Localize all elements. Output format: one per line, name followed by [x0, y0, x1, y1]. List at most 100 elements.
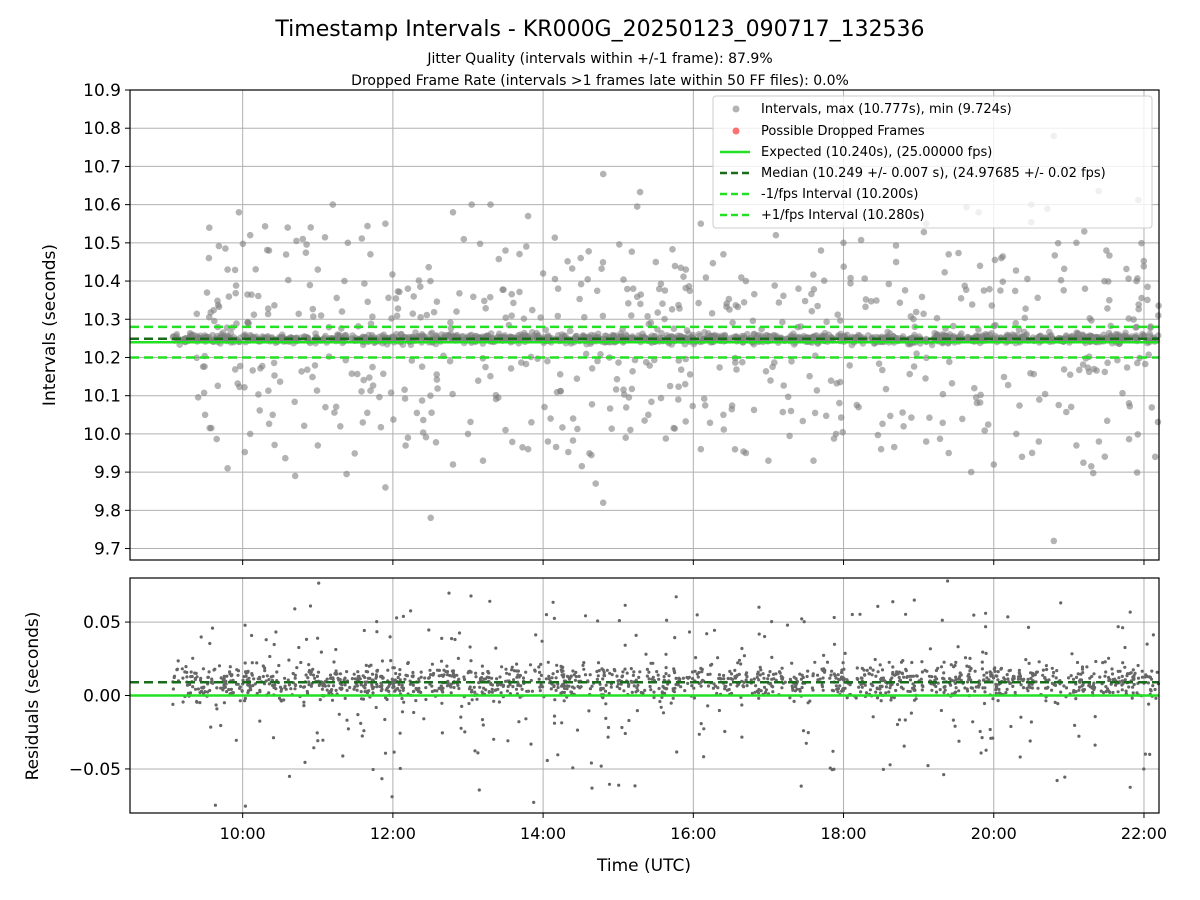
- residual-point: [400, 683, 404, 687]
- residual-point: [763, 634, 767, 639]
- residual-point: [1054, 676, 1058, 680]
- residual-point: [617, 619, 622, 623]
- residual-point: [875, 687, 879, 691]
- residual-point: [534, 633, 538, 637]
- interval-outlier-point: [1133, 277, 1140, 285]
- residual-point: [692, 686, 696, 690]
- residual-point: [215, 707, 219, 711]
- residual-point: [767, 673, 771, 678]
- residual-point: [359, 697, 364, 701]
- residual-point: [1130, 696, 1134, 700]
- interval-point: [456, 290, 463, 297]
- interval-point: [410, 293, 418, 300]
- residual-point: [661, 684, 665, 689]
- residual-point: [487, 690, 491, 694]
- residual-point: [641, 691, 645, 695]
- residual-point: [726, 676, 730, 681]
- interval-point: [599, 259, 607, 266]
- residual-point: [638, 670, 642, 674]
- residual-point: [971, 720, 975, 724]
- interval-outlier-point: [367, 251, 374, 258]
- residual-point: [1012, 677, 1016, 681]
- residual-point: [1080, 684, 1084, 688]
- interval-point: [271, 372, 278, 379]
- interval-point: [641, 417, 648, 424]
- residual-point: [445, 670, 450, 674]
- residual-point: [616, 682, 621, 686]
- residual-point: [524, 717, 528, 721]
- residual-point: [602, 673, 606, 678]
- residual-point: [1026, 677, 1030, 682]
- residual-point: [350, 677, 354, 681]
- interval-point: [780, 292, 787, 300]
- interval-point: [896, 299, 904, 307]
- interval-point: [738, 274, 745, 281]
- residual-point: [1135, 691, 1139, 695]
- residual-point: [429, 673, 433, 677]
- residual-point: [843, 651, 847, 656]
- residual-point: [813, 660, 817, 664]
- residual-point: [636, 688, 640, 693]
- residual-point: [881, 676, 886, 680]
- residual-point: [188, 691, 193, 695]
- interval-point: [636, 188, 644, 196]
- interval-outlier-point: [246, 430, 254, 438]
- residual-point: [801, 729, 806, 733]
- residual-point: [309, 684, 313, 688]
- interval-point: [1021, 314, 1029, 322]
- interval-point: [733, 366, 740, 373]
- interval-point: [1024, 275, 1031, 283]
- interval-point: [255, 391, 262, 398]
- interval-point: [862, 303, 869, 311]
- residual-point: [749, 678, 753, 682]
- residual-point: [802, 620, 806, 624]
- x-tick-label: 22:00: [1121, 824, 1167, 843]
- interval-point: [249, 367, 256, 374]
- interval-point: [425, 263, 433, 271]
- residual-point: [1110, 667, 1114, 671]
- residual-point: [1016, 677, 1021, 681]
- residual-point: [601, 668, 605, 672]
- interval-point: [892, 335, 899, 342]
- residual-point: [339, 687, 343, 692]
- residual-point: [307, 663, 311, 667]
- residual-point: [722, 677, 726, 681]
- residual-point: [1085, 665, 1089, 669]
- interval-point: [685, 283, 693, 290]
- residual-point: [307, 670, 311, 674]
- interval-point: [875, 360, 883, 368]
- residual-point: [800, 617, 804, 621]
- residual-point: [1034, 670, 1038, 675]
- interval-point: [706, 419, 714, 427]
- residual-point: [884, 691, 888, 695]
- residual-point: [651, 661, 655, 665]
- residual-point: [875, 696, 880, 700]
- interval-point: [701, 402, 709, 409]
- residual-point: [398, 668, 402, 672]
- residual-point: [287, 774, 292, 779]
- residual-point: [685, 675, 689, 680]
- residual-point: [602, 670, 606, 675]
- residual-point: [1114, 683, 1118, 687]
- residual-point: [283, 684, 287, 688]
- interval-point: [474, 377, 482, 385]
- residual-point: [171, 687, 175, 691]
- legend-box: [712, 95, 1153, 229]
- interval-outlier-point: [697, 220, 705, 227]
- interval-point: [867, 298, 875, 305]
- interval-point: [625, 300, 632, 307]
- residual-point: [1103, 674, 1107, 678]
- residual-point: [860, 685, 864, 689]
- residual-point: [371, 767, 375, 772]
- interval-point: [720, 426, 728, 433]
- interval-point: [1138, 239, 1145, 247]
- residual-point: [978, 729, 982, 734]
- residual-point: [516, 673, 520, 677]
- interval-point: [1138, 294, 1145, 302]
- interval-point: [422, 433, 430, 441]
- residual-point: [370, 672, 375, 676]
- interval-point: [495, 255, 503, 263]
- interval-point: [666, 382, 674, 390]
- residual-point: [1017, 671, 1021, 675]
- interval-point: [906, 370, 913, 378]
